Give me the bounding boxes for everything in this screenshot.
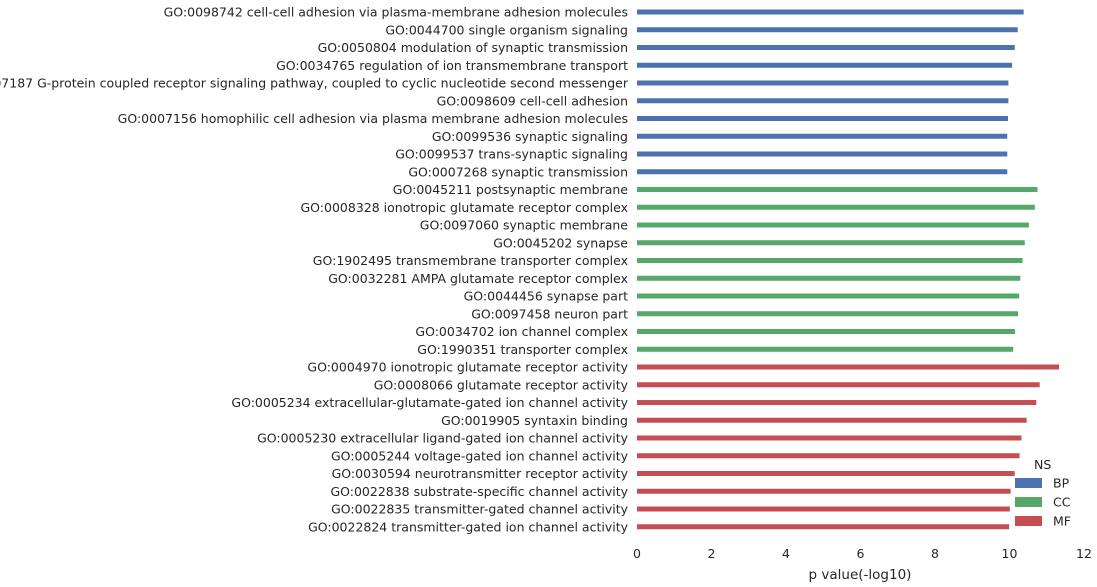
bar-mf xyxy=(637,400,1037,405)
bar-mf xyxy=(637,506,1010,512)
bar-mf xyxy=(637,435,1022,441)
bar-cc xyxy=(637,204,1035,210)
category-label: GO:0050804 modulation of synaptic transm… xyxy=(318,40,628,55)
bars-layer xyxy=(637,9,1060,530)
bar-bp xyxy=(637,45,1015,50)
category-label: GO:0045211 postsynaptic membrane xyxy=(393,182,629,197)
category-label: GO:0099536 synaptic signaling xyxy=(432,129,628,144)
bar-mf xyxy=(637,471,1015,476)
category-label: GO:1902495 transmembrane transporter com… xyxy=(313,253,628,268)
category-label: GO:0022838 substrate-specific channel ac… xyxy=(330,484,628,499)
legend-label-bp: BP xyxy=(1053,476,1070,491)
category-label: GO:0022835 transmitter-gated channel act… xyxy=(331,502,628,517)
bar-mf xyxy=(637,382,1040,388)
category-label: GO:0097458 neuron part xyxy=(471,306,628,321)
legend-swatch-mf xyxy=(1015,516,1042,526)
bar-bp xyxy=(637,62,1013,68)
x-tick-label: 4 xyxy=(782,546,790,561)
x-tick-label: 0 xyxy=(633,546,641,561)
category-label: GO:0034765 regulation of ion transmembra… xyxy=(276,58,628,73)
category-label: GO:0044700 single organism signaling xyxy=(385,22,628,37)
x-tick-label: 2 xyxy=(708,546,716,561)
bar-cc xyxy=(637,311,1019,317)
legend-label-mf: MF xyxy=(1053,514,1071,529)
category-label: GO:0008066 glutamate receptor activity xyxy=(374,377,629,392)
bar-bp xyxy=(637,27,1018,33)
category-label: GO:0005244 voltage-gated ion channel act… xyxy=(331,448,629,463)
legend-label-cc: CC xyxy=(1053,495,1071,510)
bar-bp xyxy=(637,169,1008,175)
legend-entries: BP CC MF xyxy=(1015,476,1071,529)
category-label: GO:0098609 cell-cell adhesion xyxy=(437,93,628,108)
x-tick-label: 6 xyxy=(857,546,865,561)
bar-bp xyxy=(637,9,1024,15)
category-label: GO:0097060 synaptic membrane xyxy=(420,218,629,233)
bar-bp xyxy=(637,80,1009,86)
category-labels: GO:0098742 cell-cell adhesion via plasma… xyxy=(0,5,629,535)
bar-bp xyxy=(637,98,1009,104)
category-label: GO:0007268 synaptic transmission xyxy=(408,164,628,179)
bar-cc xyxy=(637,187,1038,192)
bar-bp xyxy=(637,151,1008,157)
category-label: GO:0045202 synapse xyxy=(493,235,628,250)
legend-title: NS xyxy=(1034,457,1051,472)
category-label: GO:0022824 transmitter-gated ion channel… xyxy=(308,519,629,534)
category-label: GO:0044456 synapse part xyxy=(464,289,628,304)
bar-cc xyxy=(637,346,1014,352)
bar-mf xyxy=(637,488,1011,494)
x-tick-label: 10 xyxy=(1002,546,1018,561)
bar-mf xyxy=(637,453,1020,459)
category-label: GO:0030594 neurotransmitter receptor act… xyxy=(332,466,629,481)
bar-mf xyxy=(637,524,1010,530)
legend-swatch-cc xyxy=(1015,497,1042,507)
category-label: GO:0099537 trans-synaptic signaling xyxy=(395,147,628,162)
bar-bp xyxy=(637,133,1008,139)
category-label: GO:0032281 AMPA glutamate receptor compl… xyxy=(328,271,628,286)
category-label: GO:0005230 extracellular ligand-gated io… xyxy=(257,431,629,446)
bar-cc xyxy=(637,240,1025,246)
bar-cc xyxy=(637,293,1020,299)
category-label: GO:0007187 G-protein coupled receptor si… xyxy=(0,76,629,91)
bar-bp xyxy=(637,116,1009,121)
category-label: GO:0004970 ionotropic glutamate receptor… xyxy=(307,360,628,375)
category-label: GO:0019905 syntaxin binding xyxy=(441,413,628,428)
bar-mf xyxy=(637,417,1027,423)
legend: NS BP CC MF xyxy=(1015,457,1071,529)
bar-cc xyxy=(637,222,1029,228)
legend-swatch-bp xyxy=(1015,478,1042,488)
category-label: GO:0034702 ion channel complex xyxy=(415,324,628,339)
x-axis-label: p value(-log10) xyxy=(809,567,912,583)
category-label: GO:0008328 ionotropic glutamate receptor… xyxy=(301,200,629,215)
category-label: GO:0007156 homophilic cell adhesion via … xyxy=(118,111,628,126)
bar-mf xyxy=(637,364,1060,370)
bar-cc xyxy=(637,329,1016,334)
bar-cc xyxy=(637,275,1021,281)
category-label: GO:0005234 extracellular-glutamate-gated… xyxy=(231,395,628,410)
bar-cc xyxy=(637,258,1023,263)
x-axis: 0 2 4 6 8 10 12 xyxy=(633,546,1092,561)
x-tick-label: 12 xyxy=(1076,546,1092,561)
category-label: GO:1990351 transporter complex xyxy=(417,342,628,357)
category-label: GO:0098742 cell-cell adhesion via plasma… xyxy=(164,5,628,20)
x-tick-label: 8 xyxy=(931,546,939,561)
